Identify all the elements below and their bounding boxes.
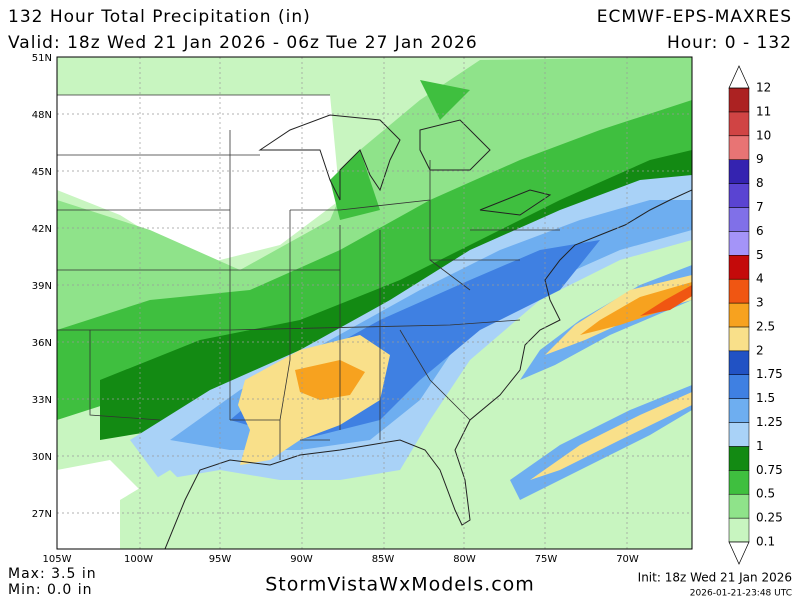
- legend-arrow: [728, 65, 750, 89]
- legend-label: 1.5: [756, 391, 775, 405]
- legend-label: 5: [756, 248, 764, 262]
- lon-label: 85W: [372, 554, 395, 565]
- hour-range: Hour: 0 - 132: [667, 33, 792, 53]
- lat-label: 36N: [32, 338, 52, 349]
- site-name: StormVistaWxModels.com: [265, 574, 535, 596]
- legend-swatch: [728, 374, 750, 399]
- legend-label: 0.25: [756, 511, 783, 525]
- legend-label: 10: [756, 128, 771, 142]
- legend-swatch: [728, 302, 750, 328]
- valid-time: Valid: 18z Wed 21 Jan 2026 - 06z Tue 27 …: [8, 33, 478, 53]
- legend-label: 0.5: [756, 487, 775, 501]
- legend-swatch: [728, 159, 750, 184]
- legend-swatch: [728, 517, 750, 543]
- legend-swatch: [728, 350, 750, 375]
- legend-label: 0.75: [756, 463, 783, 477]
- legend-arrow: [728, 541, 750, 565]
- legend-label: 11: [756, 104, 771, 118]
- legend-swatch: [728, 278, 750, 304]
- legend-swatch: [728, 135, 750, 160]
- lat-label: 45N: [32, 167, 52, 178]
- legend-label: 1.75: [756, 367, 783, 381]
- lat-label: 39N: [32, 281, 52, 292]
- legend-label: 1: [756, 439, 764, 453]
- timestamp: 2026-01-21-23:48 UTC: [690, 589, 792, 599]
- max-value: Max: 3.5 in: [8, 566, 97, 582]
- lat-label: 30N: [32, 452, 52, 463]
- legend-swatch: [728, 231, 750, 256]
- lon-label: 100W: [124, 554, 153, 565]
- lon-label: 70W: [616, 554, 639, 565]
- legend-label: 2: [756, 343, 764, 357]
- min-value: Min: 0.0 in: [8, 582, 93, 598]
- legend-swatch: [728, 326, 750, 352]
- legend-label: 4: [756, 272, 764, 286]
- legend-swatch: [728, 207, 750, 232]
- legend-label: 3: [756, 296, 764, 310]
- legend-swatch: [728, 87, 750, 113]
- legend-swatch: [728, 255, 750, 280]
- legend-label: 6: [756, 224, 764, 238]
- legend-label: 7: [756, 200, 764, 214]
- title: 132 Hour Total Precipitation (in): [8, 7, 311, 27]
- legend-label: 9: [756, 152, 764, 166]
- legend-swatch: [728, 422, 750, 447]
- lon-label: 105W: [43, 554, 72, 565]
- legend-swatch: [728, 493, 750, 519]
- legend-swatch: [728, 470, 750, 495]
- lat-label: 48N: [32, 110, 52, 121]
- legend-swatch: [728, 183, 750, 208]
- legend-label: 8: [756, 176, 764, 190]
- lat-label: 33N: [32, 395, 52, 406]
- map-frame: [56, 56, 693, 550]
- lon-label: 75W: [535, 554, 558, 565]
- legend-label: 0.1: [756, 535, 775, 549]
- color-legend: 0.1 0.25 0.5 0.75 1 1.25 1.5 1.75 2 2.5 3 4 5 6 7 8 9 10 1…: [728, 65, 783, 565]
- legend-label: 2.5: [756, 319, 775, 333]
- legend-swatch: [728, 398, 750, 423]
- lon-label: 95W: [209, 554, 232, 565]
- legend-swatch: [728, 111, 750, 137]
- precip-map: [57, 57, 692, 549]
- lon-label: 90W: [290, 554, 313, 565]
- lat-label: 51N: [32, 53, 52, 64]
- axis-labels: 51N 48N 45N 42N 39N 36N 33N 30N 27N 105W 100W 95W 90…: [32, 53, 639, 565]
- lat-label: 42N: [32, 224, 52, 235]
- lon-label: 80W: [453, 554, 476, 565]
- legend-label: 12: [756, 81, 771, 95]
- init-time: Init: 18z Wed 21 Jan 2026: [638, 571, 792, 585]
- model: ECMWF-EPS-MAXRES: [597, 7, 792, 27]
- lat-label: 27N: [32, 509, 52, 520]
- legend-label: 1.25: [756, 415, 783, 429]
- legend-swatch: [728, 446, 750, 471]
